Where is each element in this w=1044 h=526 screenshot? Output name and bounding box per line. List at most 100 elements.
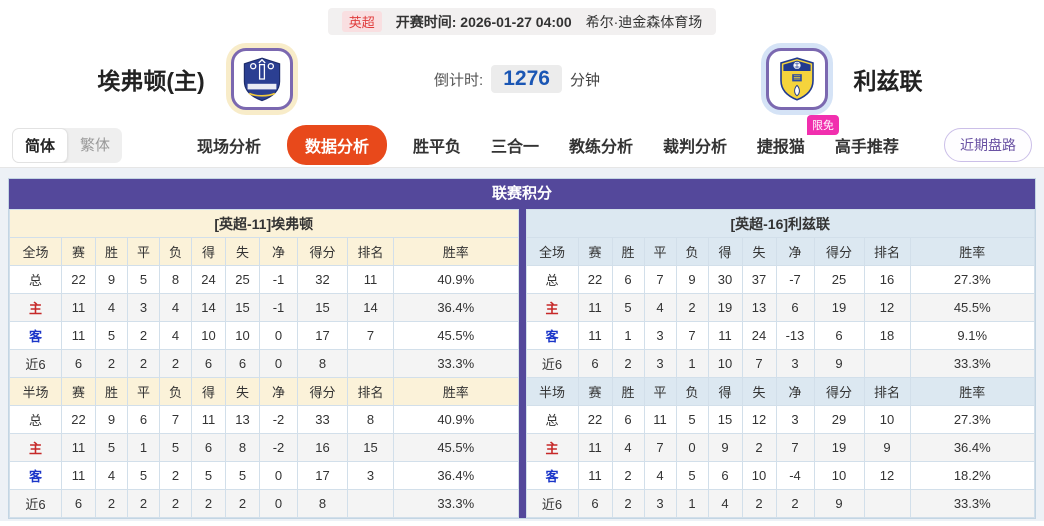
stat-cell: 1 — [675, 349, 709, 378]
standings-table-away: [英超-16]利兹联 全场赛胜平负得失净得分 排名 胜率总 22 6 7 9 30 37 -7 25 1… — [525, 209, 1036, 518]
column-header: 胜率 — [393, 237, 519, 266]
nav-tab-7[interactable]: 高手推荐 — [834, 139, 899, 156]
row-label: 主 — [9, 293, 62, 322]
nav-tab-4[interactable]: 教练分析 — [568, 139, 633, 156]
nav-tab-6[interactable]: 捷报猫 限免 — [753, 115, 839, 164]
stat-cell: -7 — [775, 265, 815, 294]
stat-cell: 33.3% — [909, 349, 1035, 378]
stats-row: 主 11 5 4 2 19 13 6 19 12 45.5% — [525, 293, 1035, 322]
column-header: 失 — [225, 377, 260, 406]
stat-cell: 2 — [775, 489, 815, 518]
row-label: 主 — [525, 433, 579, 462]
stat-cell: 9 — [863, 433, 911, 462]
nav-tabs: 现场分析 数据分析 胜平负 三合一 教练分析 裁判分析 捷报猫 限免 高手推荐 — [122, 115, 944, 165]
stat-cell: 2 — [127, 489, 160, 518]
stat-cell: 6 — [707, 461, 743, 490]
column-header: 得 — [707, 377, 743, 406]
away-team-name: 利兹联 — [853, 68, 923, 94]
stat-cell: 5 — [191, 461, 226, 490]
column-header: 得分 — [297, 237, 348, 266]
stat-cell: 12 — [863, 293, 911, 322]
stat-cell: 9 — [95, 405, 128, 434]
stat-cell: 12 — [741, 405, 777, 434]
stat-cell: 3 — [347, 461, 394, 490]
stat-cell: 4 — [159, 321, 192, 350]
standings-table-home: [英超-11]埃弗顿 全场赛胜平负得失净得分 排名 胜率总 22 9 5 8 24 25 -1 32 1… — [9, 209, 519, 518]
stat-cell: 14 — [191, 293, 226, 322]
halves-divider — [518, 209, 526, 518]
column-header: 得分 — [297, 377, 348, 406]
stat-cell: 0 — [259, 321, 298, 350]
stat-cell: 15 — [297, 293, 348, 322]
column-header: 负 — [159, 237, 192, 266]
stat-cell: 2 — [611, 349, 645, 378]
stat-cell: 6 — [577, 489, 613, 518]
nav-tab-2[interactable]: 胜平负 — [412, 139, 461, 156]
stat-cell: 1 — [611, 321, 645, 350]
match-info-strip: 英超 开赛时间: 2026-01-27 04:00 希尔·迪金森体育场 — [327, 8, 717, 35]
stat-cell: 33.3% — [909, 489, 1035, 518]
lang-simplified[interactable]: 简体 — [12, 127, 69, 163]
stat-cell: 1 — [675, 489, 709, 518]
column-header: 全场 — [525, 237, 579, 266]
stat-cell: 5 — [675, 461, 709, 490]
stat-cell: 27.3% — [909, 265, 1035, 294]
nav-tab-3[interactable]: 三合一 — [490, 139, 539, 156]
row-label: 近6 — [9, 349, 62, 378]
stat-cell: 8 — [159, 265, 192, 294]
column-header: 净 — [259, 377, 298, 406]
stat-cell: 10 — [225, 321, 260, 350]
countdown: 倒计时: 1276 分钟 — [390, 65, 644, 93]
column-header: 半场 — [9, 377, 62, 406]
kickoff-value: 2026-01-27 04:00 — [460, 13, 572, 30]
stat-cell: 11 — [577, 321, 613, 350]
column-header: 净 — [775, 377, 815, 406]
stat-cell: 2 — [611, 489, 645, 518]
stat-cell: 2 — [675, 293, 709, 322]
stat-cell: 24 — [741, 321, 777, 350]
stat-cell: 10 — [707, 349, 743, 378]
standings-halves: [英超-11]埃弗顿 全场赛胜平负得失净得分 排名 胜率总 22 9 5 8 24 25 -1 32 1… — [9, 209, 1035, 518]
nav-tab-0[interactable]: 现场分析 — [197, 139, 262, 156]
column-header: 排名 — [863, 377, 911, 406]
column-header: 得分 — [813, 237, 865, 266]
row-label: 客 — [525, 321, 579, 350]
stat-cell: 4 — [643, 461, 677, 490]
top-bar: 英超 开赛时间: 2026-01-27 04:00 希尔·迪金森体育场 — [0, 0, 1044, 35]
stat-cell: 6 — [611, 265, 645, 294]
home-standings: [英超-11]埃弗顿 全场赛胜平负得失净得分 排名 胜率总 22 9 5 8 24 25 -1 32 1… — [9, 209, 519, 518]
stat-cell: 6 — [775, 293, 815, 322]
stat-cell: 3 — [775, 349, 815, 378]
stat-cell: 22 — [577, 265, 613, 294]
recent-trend-button[interactable]: 近期盘路 — [944, 128, 1032, 162]
stat-cell: 6 — [813, 321, 865, 350]
stat-cell: 9 — [707, 433, 743, 462]
row-label: 客 — [9, 321, 62, 350]
column-header: 负 — [675, 237, 709, 266]
stat-cell: 12 — [863, 461, 911, 490]
stat-cell: 7 — [643, 433, 677, 462]
stat-cell: 6 — [577, 349, 613, 378]
stat-cell: 19 — [707, 293, 743, 322]
standings-title: 联赛积分 — [9, 179, 1035, 209]
stat-cell: 9 — [95, 265, 128, 294]
stats-row: 客 11 5 2 4 10 10 0 17 7 45.5% — [9, 321, 519, 350]
nav-tab-1[interactable]: 数据分析 — [287, 125, 388, 165]
stat-cell: 6 — [127, 405, 160, 434]
away-standings: [英超-16]利兹联 全场赛胜平负得失净得分 排名 胜率总 22 6 7 9 30 37 -7 25 1… — [525, 209, 1036, 518]
column-header: 胜率 — [909, 377, 1035, 406]
stat-cell: 11 — [643, 405, 677, 434]
column-header: 胜 — [611, 377, 645, 406]
stats-row: 近6 6 2 2 2 2 2 0 8 33.3% — [9, 489, 519, 518]
column-header: 半场 — [525, 377, 579, 406]
stat-cell: 16 — [297, 433, 348, 462]
stat-cell: -4 — [775, 461, 815, 490]
nav-tab-5[interactable]: 裁判分析 — [662, 139, 727, 156]
stat-cell: 19 — [813, 433, 865, 462]
row-label: 客 — [9, 461, 62, 490]
away-team: 利兹联 — [644, 48, 1044, 110]
stat-cell: 5 — [127, 461, 160, 490]
stat-cell: 9 — [675, 265, 709, 294]
lang-traditional[interactable]: 繁体 — [80, 136, 111, 154]
stat-cell: 36.4% — [393, 461, 519, 490]
